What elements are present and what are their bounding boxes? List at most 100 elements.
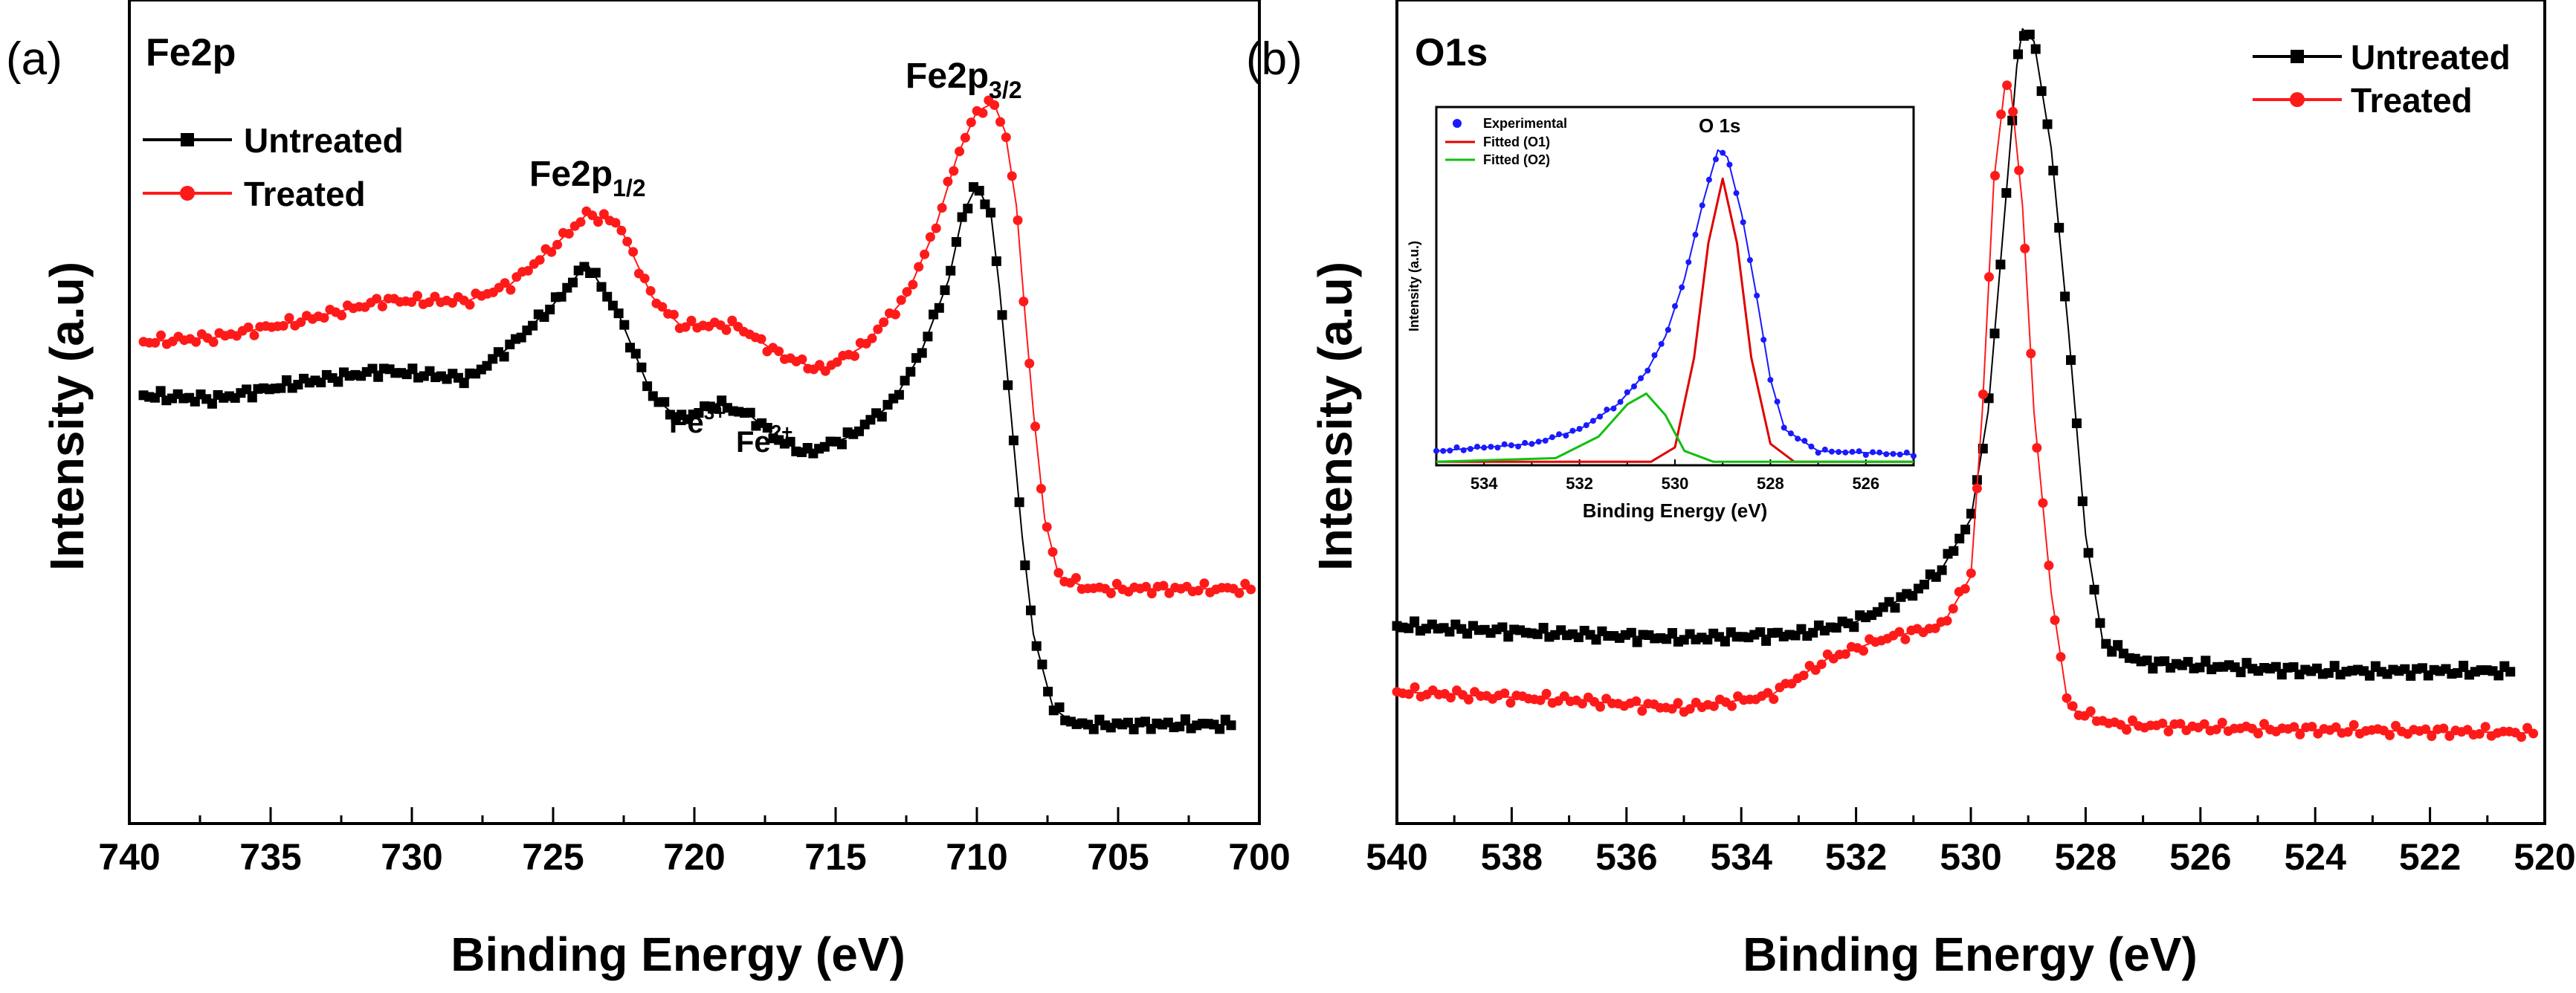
data-point-untreated	[619, 320, 630, 330]
data-point-untreated	[2493, 670, 2504, 681]
panel-b-legend: Untreated Treated	[2253, 38, 2511, 120]
data-point-treated	[902, 287, 912, 297]
data-point-treated	[2517, 732, 2526, 743]
data-point-treated	[506, 285, 516, 295]
data-point-untreated	[2113, 640, 2123, 650]
data-point-experimental	[1522, 439, 1529, 446]
data-point-untreated	[980, 199, 990, 210]
panel-a-y-axis-title: Intensity (a.u)	[40, 262, 94, 571]
data-point-untreated	[207, 398, 217, 409]
data-point-experimental	[1679, 284, 1685, 291]
data-point-experimental	[1897, 451, 1903, 458]
data-point-treated	[820, 366, 830, 376]
data-point-untreated	[934, 303, 944, 313]
data-point-treated	[2528, 728, 2539, 739]
data-point-treated	[727, 315, 737, 326]
data-point-treated	[1036, 484, 1046, 494]
data-point-treated	[546, 247, 557, 257]
data-point-untreated	[1026, 605, 1036, 615]
data-point-experimental	[1692, 231, 1699, 238]
data-point-experimental	[1569, 427, 1576, 434]
data-point-treated	[1146, 589, 1157, 599]
legend-treated-marker	[180, 186, 195, 201]
x-tick-label: 534	[1710, 836, 1772, 878]
data-point-treated	[1685, 704, 1695, 714]
annotation-fe2plus-sup: 2+	[771, 421, 793, 443]
data-point-treated	[2038, 498, 2048, 508]
data-point-treated	[1769, 694, 1779, 705]
data-point-untreated	[1088, 724, 1099, 734]
annotation-fe2p-3-2: Fe2p3/2	[906, 56, 1022, 103]
data-point-treated	[1966, 568, 1976, 578]
series-line-fitted-o2	[1436, 392, 1914, 463]
data-point-treated	[500, 278, 510, 288]
inset-x-axis-title: Binding Energy (eV)	[1583, 499, 1767, 522]
data-point-treated	[2122, 725, 2131, 735]
panel-b-label: (b)	[1246, 33, 1302, 85]
data-point-experimental	[1529, 441, 1535, 447]
data-point-treated	[1445, 693, 1456, 703]
data-point-experimental	[1740, 219, 1746, 225]
data-point-treated	[150, 337, 161, 348]
data-point-treated	[1500, 688, 1510, 699]
x-tick-label: 522	[2399, 836, 2461, 878]
data-point-experimental	[1501, 441, 1508, 447]
data-point-treated	[1158, 580, 1169, 591]
x-tick-label: 530	[1662, 474, 1689, 493]
data-point-treated	[1673, 698, 1683, 708]
data-point-experimental	[1535, 439, 1542, 445]
data-point-untreated	[528, 320, 538, 331]
data-point-treated	[587, 210, 598, 221]
data-point-untreated	[2036, 86, 2047, 97]
data-point-treated	[931, 223, 941, 233]
data-point-treated	[1047, 547, 1058, 557]
panel-a-x-axis-title: Binding Energy (eV)	[451, 928, 906, 981]
data-point-untreated	[2459, 661, 2469, 670]
data-point-untreated	[917, 348, 927, 358]
data-point-experimental	[1733, 190, 1740, 196]
data-point-treated	[448, 298, 457, 308]
series-treated	[138, 95, 1256, 599]
data-point-treated	[1667, 704, 1677, 714]
data-point-experimental	[1644, 367, 1651, 374]
data-point-untreated	[2101, 638, 2111, 649]
data-point-experimental	[1467, 446, 1473, 452]
data-point-untreated	[2089, 584, 2099, 595]
data-point-treated	[657, 302, 668, 312]
data-point-untreated	[2077, 496, 2088, 506]
data-point-untreated	[247, 392, 257, 403]
data-point-experimental	[1453, 444, 1460, 450]
annotation-fe2p-1-2-main: Fe2p	[529, 155, 613, 194]
data-point-experimental	[1685, 259, 1692, 265]
data-point-treated	[2157, 718, 2168, 728]
x-tick-label: 540	[1366, 836, 1427, 878]
panel-a-legend: Untreated Treated	[143, 121, 404, 213]
panel-a: 740 735 730 725 720 715 710 705 700 (a) Fe2p Unt…	[6, 0, 1291, 981]
data-point-treated	[284, 313, 294, 323]
data-point-experimental	[1542, 437, 1549, 444]
data-point-treated	[2056, 652, 2066, 662]
data-point-treated	[2427, 731, 2437, 741]
legend-treated-label: Treated	[244, 175, 366, 213]
data-point-experimental	[1754, 292, 1760, 299]
data-point-untreated	[1215, 724, 1225, 734]
data-point-treated	[249, 330, 259, 340]
data-point-untreated	[2288, 662, 2299, 672]
panel-b-tick-labels: 540 538 536 534 532 530 528 526 524 522 520	[1366, 836, 2575, 878]
data-point-untreated	[607, 300, 618, 311]
data-point-untreated	[2030, 44, 2041, 54]
data-point-experimental	[1631, 383, 1637, 389]
legend-untreated-label: Untreated	[244, 121, 404, 160]
x-tick-label: 710	[946, 836, 1007, 878]
data-point-untreated	[1014, 497, 1024, 508]
data-point-untreated	[590, 268, 601, 278]
data-point-untreated	[986, 207, 996, 218]
data-point-untreated	[1031, 641, 1042, 651]
data-point-untreated	[596, 282, 607, 292]
data-point-untreated	[242, 384, 252, 395]
panel-a-series	[138, 95, 1256, 734]
x-tick-label: 705	[1087, 836, 1149, 878]
data-point-treated	[686, 315, 697, 326]
data-point-treated	[1894, 627, 1905, 637]
data-point-untreated	[711, 404, 721, 414]
